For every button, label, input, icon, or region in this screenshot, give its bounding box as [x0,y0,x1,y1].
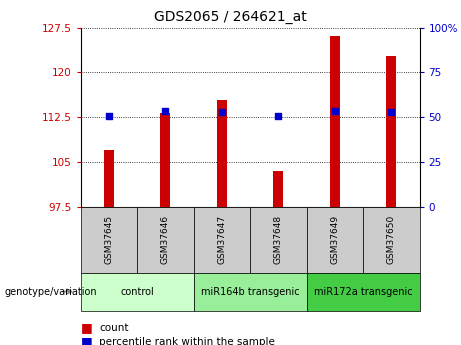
Bar [386,56,396,207]
Text: genotype/variation: genotype/variation [5,287,97,296]
Bar [104,150,114,207]
Text: GDS2065 / 264621_at: GDS2065 / 264621_at [154,10,307,24]
Text: GSM37649: GSM37649 [330,215,339,264]
Point [388,109,395,115]
Point [105,114,112,119]
Bar [217,100,227,207]
Text: GSM37645: GSM37645 [104,215,113,264]
Text: ■: ■ [81,321,92,334]
Text: control: control [120,287,154,296]
Point [331,108,338,114]
Point [275,114,282,119]
Text: GSM37648: GSM37648 [274,215,283,264]
Text: GSM37650: GSM37650 [387,215,396,264]
Text: ■: ■ [81,335,92,345]
Text: count: count [99,323,129,333]
Text: percentile rank within the sample: percentile rank within the sample [99,337,275,345]
Text: miR164b transgenic: miR164b transgenic [201,287,299,296]
Point [218,109,225,115]
Bar [330,36,340,207]
Bar [160,113,171,207]
Text: GSM37647: GSM37647 [217,215,226,264]
Point [162,108,169,114]
Bar [273,170,284,207]
Text: GSM37646: GSM37646 [161,215,170,264]
Text: miR172a transgenic: miR172a transgenic [314,287,412,296]
